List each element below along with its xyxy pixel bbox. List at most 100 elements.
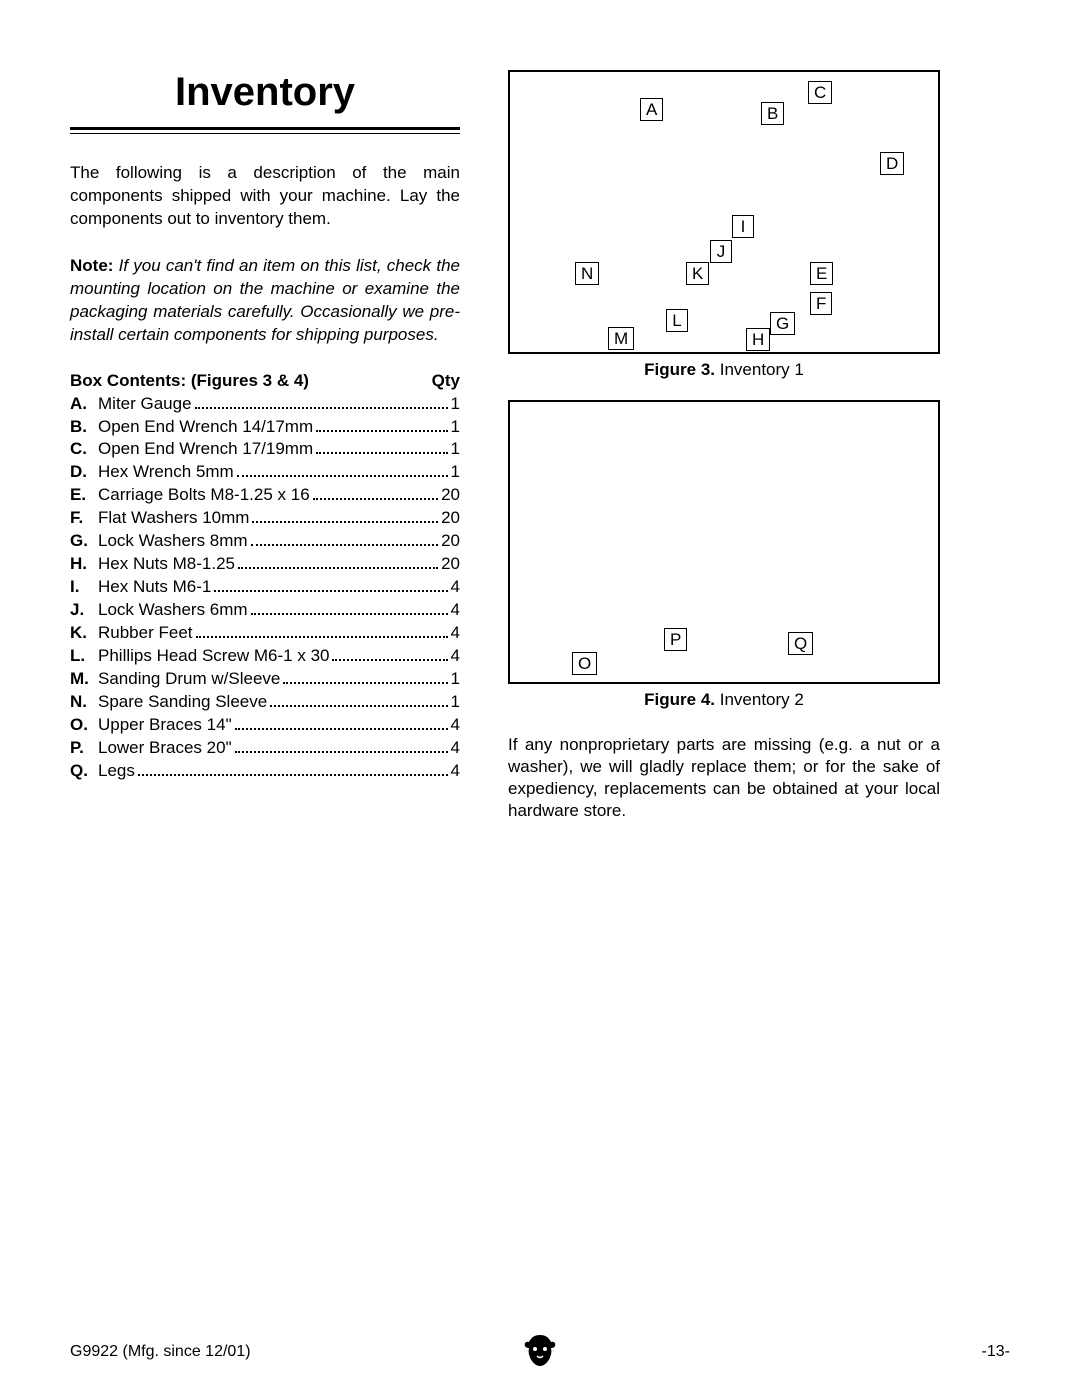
item-label: Flat Washers 10mm — [98, 507, 249, 530]
item-label: Hex Nuts M8-1.25 — [98, 553, 235, 576]
item-label: Phillips Head Screw M6-1 x 30 — [98, 645, 329, 668]
item-letter: F. — [70, 507, 98, 530]
item-dots — [316, 452, 447, 454]
item-dots — [138, 774, 448, 776]
item-qty: 4 — [451, 760, 460, 783]
inventory-item: P.Lower Braces 20" 4 — [70, 737, 460, 760]
item-qty: 4 — [451, 576, 460, 599]
inventory-item: A.Miter Gauge 1 — [70, 393, 460, 416]
footer-right: -13- — [982, 1343, 1010, 1361]
item-qty: 20 — [441, 530, 460, 553]
callout-label: G — [770, 312, 795, 335]
inventory-item: L.Phillips Head Screw M6-1 x 30 4 — [70, 645, 460, 668]
item-qty: 1 — [451, 691, 460, 714]
item-dots — [214, 590, 447, 592]
item-letter: H. — [70, 553, 98, 576]
callout-label: O — [572, 652, 597, 675]
page-title: Inventory — [70, 70, 460, 123]
item-label: Miter Gauge — [98, 393, 192, 416]
item-letter: Q. — [70, 760, 98, 783]
figure-3-caption: Figure 3. Inventory 1 — [508, 360, 940, 380]
inventory-item: F.Flat Washers 10mm 20 — [70, 507, 460, 530]
item-label: Open End Wrench 14/17mm — [98, 416, 313, 439]
item-letter: C. — [70, 438, 98, 461]
closing-paragraph: If any nonproprietary parts are missing … — [508, 734, 940, 822]
item-qty: 4 — [451, 714, 460, 737]
figure-3-caption-bold: Figure 3. — [644, 360, 715, 379]
item-dots — [235, 751, 448, 753]
item-letter: M. — [70, 668, 98, 691]
item-label: Upper Braces 14" — [98, 714, 232, 737]
note-body: If you can't find an item on this list, … — [70, 256, 460, 344]
list-header-left: Box Contents: (Figures 3 & 4) — [70, 371, 309, 391]
item-label: Lower Braces 20" — [98, 737, 232, 760]
item-qty: 4 — [451, 737, 460, 760]
item-dots — [235, 728, 448, 730]
figure-4-caption-bold: Figure 4. — [644, 690, 715, 709]
inventory-item: M.Sanding Drum w/Sleeve 1 — [70, 668, 460, 691]
item-qty: 4 — [451, 599, 460, 622]
bear-icon — [522, 1332, 558, 1368]
two-column-layout: Inventory The following is a description… — [70, 70, 1010, 822]
item-letter: P. — [70, 737, 98, 760]
title-rule-thick — [70, 127, 460, 130]
inventory-list-header: Box Contents: (Figures 3 & 4) Qty — [70, 371, 460, 391]
item-label: Legs — [98, 760, 135, 783]
intro-paragraph: The following is a description of the ma… — [70, 162, 460, 231]
item-label: Carriage Bolts M8-1.25 x 16 — [98, 484, 310, 507]
inventory-item: Q.Legs 4 — [70, 760, 460, 783]
note-label: Note: — [70, 256, 113, 275]
callout-label: B — [761, 102, 784, 125]
item-label: Hex Nuts M6-1 — [98, 576, 211, 599]
item-qty: 4 — [451, 622, 460, 645]
page-footer: G9922 (Mfg. since 12/01) -13- — [70, 1343, 1010, 1361]
item-dots — [251, 544, 439, 546]
item-dots — [332, 659, 447, 661]
callout-label: I — [732, 215, 754, 238]
callout-label: H — [746, 328, 770, 351]
inventory-item: O.Upper Braces 14"4 — [70, 714, 460, 737]
item-qty: 1 — [451, 438, 460, 461]
inventory-list: A.Miter Gauge 1 B.Open End Wrench 14/17mm 1… — [70, 393, 460, 783]
item-dots — [252, 521, 438, 523]
figure-3-box: ABCDEFGHIJKLMN — [508, 70, 940, 354]
item-letter: B. — [70, 416, 98, 439]
callout-label: L — [666, 309, 688, 332]
callout-label: D — [880, 152, 904, 175]
item-letter: L. — [70, 645, 98, 668]
item-letter: I. — [70, 576, 98, 599]
item-label: Sanding Drum w/Sleeve — [98, 668, 280, 691]
figure-3-caption-text: Inventory 1 — [715, 360, 804, 379]
inventory-item: K.Rubber Feet4 — [70, 622, 460, 645]
callout-label: E — [810, 262, 833, 285]
item-qty: 4 — [451, 645, 460, 668]
item-label: Open End Wrench 17/19mm — [98, 438, 313, 461]
inventory-item: G.Lock Washers 8mm 20 — [70, 530, 460, 553]
item-qty: 1 — [451, 393, 460, 416]
item-letter: E. — [70, 484, 98, 507]
inventory-item: H.Hex Nuts M8-1.2520 — [70, 553, 460, 576]
item-qty: 20 — [441, 507, 460, 530]
item-dots — [237, 475, 448, 477]
item-qty: 1 — [451, 461, 460, 484]
item-letter: J. — [70, 599, 98, 622]
item-dots — [251, 613, 448, 615]
title-rule-thin — [70, 133, 460, 134]
callout-label: F — [810, 292, 832, 315]
item-label: Lock Washers 6mm — [98, 599, 248, 622]
item-qty: 1 — [451, 668, 460, 691]
item-letter: G. — [70, 530, 98, 553]
note-paragraph: Note: If you can't find an item on this … — [70, 255, 460, 347]
item-dots — [238, 567, 438, 569]
figure-4-caption-text: Inventory 2 — [715, 690, 804, 709]
item-letter: A. — [70, 393, 98, 416]
callout-label: N — [575, 262, 599, 285]
inventory-item: D.Hex Wrench 5mm1 — [70, 461, 460, 484]
callout-label: C — [808, 81, 832, 104]
list-header-right: Qty — [432, 371, 460, 391]
item-letter: N. — [70, 691, 98, 714]
item-label: Lock Washers 8mm — [98, 530, 248, 553]
page: Inventory The following is a description… — [0, 0, 1080, 1397]
item-label: Rubber Feet — [98, 622, 193, 645]
left-column: Inventory The following is a description… — [70, 70, 460, 822]
